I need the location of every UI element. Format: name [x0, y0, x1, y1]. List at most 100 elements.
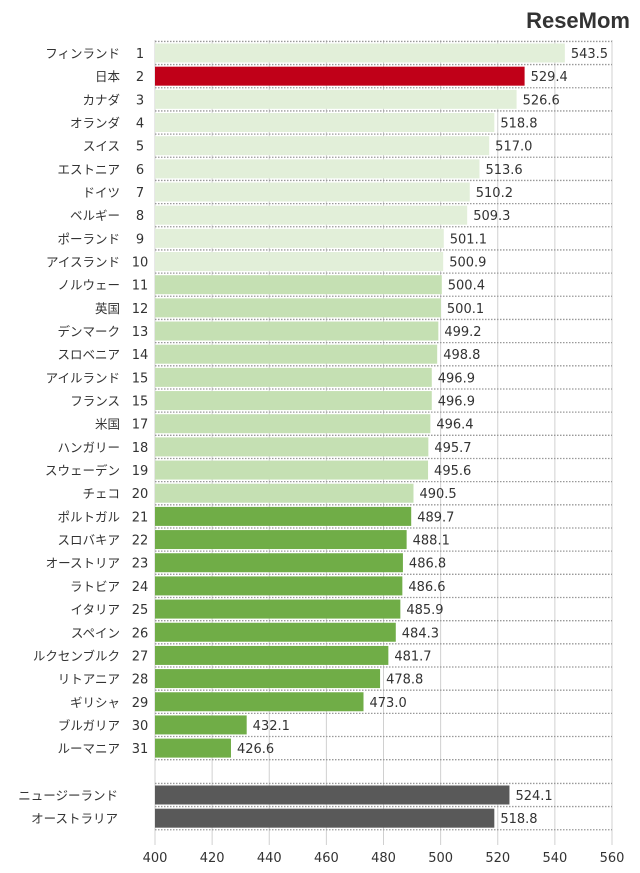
value-label: 478.8 [386, 673, 423, 688]
value-label: 510.2 [476, 186, 513, 201]
rank-label: 23 [132, 557, 149, 572]
country-label: オーストリア [46, 556, 120, 571]
value-label: 490.5 [419, 487, 456, 502]
rank-label: 12 [132, 302, 149, 317]
bar-top [155, 43, 565, 63]
rank-label: 3 [136, 93, 144, 108]
value-label: 485.9 [406, 603, 443, 618]
bar-low [155, 530, 407, 550]
country-label: チェコ [82, 486, 120, 501]
x-tick-label: 520 [485, 851, 510, 866]
value-label: 486.6 [408, 580, 445, 595]
value-label: 501.1 [450, 232, 487, 247]
country-label: ドイツ [82, 185, 120, 200]
value-label: 495.6 [434, 464, 471, 479]
rank-label: 17 [132, 418, 149, 433]
rank-label: 15 [132, 371, 149, 386]
country-label: ブルガリア [58, 718, 120, 733]
country-label: フィンランド [45, 46, 120, 61]
bar-low [155, 738, 231, 758]
value-label: 543.5 [571, 47, 608, 62]
rank-label: 22 [132, 534, 149, 549]
bar-reference [155, 785, 510, 805]
bar-top [155, 252, 444, 272]
value-label: 509.3 [473, 209, 510, 224]
bar-top [155, 205, 468, 225]
rank-label: 5 [136, 140, 144, 155]
value-label: 517.0 [495, 140, 532, 155]
bar-top [155, 228, 444, 248]
bar-mid [155, 437, 429, 457]
country-label: エストニア [57, 162, 120, 177]
country-label: ハンガリー [57, 440, 120, 455]
rank-label: 24 [132, 580, 149, 595]
value-label: 500.9 [449, 256, 486, 271]
bar-mid [155, 367, 432, 387]
country-label: アイスランド [46, 255, 120, 270]
rank-label: 13 [132, 325, 149, 340]
country-label: ルーマニア [57, 741, 120, 756]
x-tick-label: 420 [200, 851, 225, 866]
bar-low [155, 506, 412, 526]
bar-mid [155, 483, 414, 503]
value-label: 484.3 [402, 626, 439, 641]
country-label: スロベニア [57, 347, 120, 362]
value-label: 518.8 [500, 812, 537, 827]
country-label: デンマーク [57, 324, 120, 339]
value-label: 495.7 [434, 441, 471, 456]
watermark-logo: ReseMom [526, 8, 630, 33]
rank-label: 26 [132, 626, 149, 641]
value-label: 500.1 [447, 302, 484, 317]
country-label: アイルランド [46, 370, 120, 385]
rank-label: 4 [136, 117, 144, 132]
value-label: 481.7 [394, 649, 431, 664]
bar-mid [155, 275, 442, 295]
country-label: ルクセンブルク [33, 648, 120, 663]
bar-low [155, 692, 364, 712]
country-label: ニュージーランド [18, 788, 118, 803]
value-label: 426.6 [237, 742, 274, 757]
country-label: ポルトガル [57, 509, 120, 524]
rank-label: 6 [136, 163, 144, 178]
bar-reference [155, 808, 495, 828]
bar-top [155, 159, 480, 179]
country-label: ラトビア [70, 579, 120, 594]
value-label: 499.2 [444, 325, 481, 340]
value-label: 496.4 [436, 418, 473, 433]
country-label: スペイン [71, 625, 120, 640]
rank-label: 2 [136, 70, 144, 85]
x-tick-label: 500 [428, 851, 453, 866]
value-label: 496.9 [438, 395, 475, 410]
country-label: オランダ [70, 116, 120, 131]
bar-top [155, 113, 495, 133]
bar-low [155, 715, 247, 735]
x-tick-label: 560 [600, 851, 625, 866]
value-label: 498.8 [443, 348, 480, 363]
x-tick-label: 480 [371, 851, 396, 866]
country-label: スウェーデン [45, 463, 120, 478]
bar-mid [155, 321, 439, 341]
bar-low [155, 645, 389, 665]
bar-mid [155, 460, 429, 480]
value-label: 486.8 [409, 557, 446, 572]
country-label: フランス [70, 394, 120, 409]
bar-low [155, 669, 381, 689]
country-label: 英国 [95, 301, 120, 316]
bar-mid [155, 298, 441, 318]
value-label: 489.7 [417, 510, 454, 525]
bar-top [155, 182, 470, 202]
rank-label: 1 [136, 47, 144, 62]
rank-label: 25 [132, 603, 149, 618]
bar-low [155, 553, 403, 573]
value-label: 518.8 [500, 117, 537, 132]
bar-mid [155, 391, 432, 411]
country-label: ギリシャ [70, 695, 120, 710]
rank-label: 15 [132, 395, 149, 410]
rank-label: 28 [132, 673, 149, 688]
bar-top [155, 136, 490, 156]
country-label: ノルウェー [57, 278, 120, 293]
value-label: 513.6 [485, 163, 522, 178]
value-label: 526.6 [523, 93, 560, 108]
x-tick-label: 540 [542, 851, 567, 866]
